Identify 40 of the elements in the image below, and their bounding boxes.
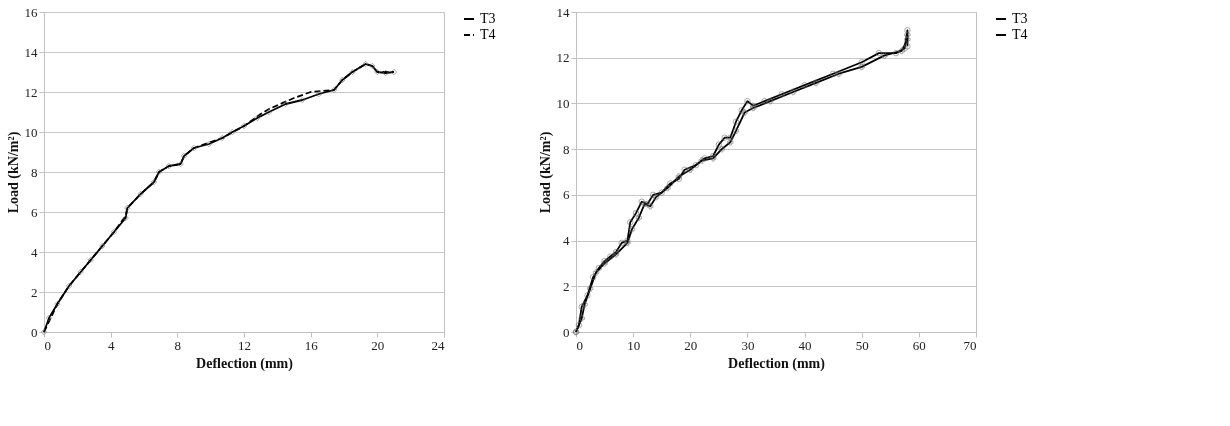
y-tick-label: 0 (563, 324, 570, 340)
x-tick-label: 16 (304, 337, 319, 353)
y-tick-label: 2 (31, 284, 38, 300)
x-tick-label: 0 (576, 337, 583, 353)
x-tick-label: 12 (238, 337, 251, 353)
legend-label: T4 (1012, 27, 1028, 42)
legend-label: T4 (480, 27, 496, 42)
x-tick-label: 50 (855, 337, 869, 353)
x-tick-label: 20 (684, 337, 698, 353)
y-tick-label: 12 (24, 84, 38, 100)
y-tick-label: 14 (556, 4, 570, 20)
y-tick-label: 8 (31, 164, 38, 180)
x-tick-label: 24 (431, 337, 445, 353)
x-tick-label: 40 (798, 337, 812, 353)
y-tick-label: 6 (563, 187, 570, 203)
y-axis-title: Load (kN/m²) (5, 131, 22, 214)
y-tick-label: 16 (24, 4, 38, 20)
legend-label: T3 (1012, 11, 1028, 26)
y-tick-label: 2 (563, 278, 570, 294)
y-tick-label: 12 (556, 50, 570, 66)
x-tick-label: 4 (107, 337, 115, 353)
x-axis-title: Deflection (mm) (196, 355, 294, 372)
x-tick-label: 10 (627, 337, 641, 353)
y-tick-label: 4 (563, 233, 570, 249)
x-tick-label: 30 (741, 337, 755, 353)
x-axis-title: Deflection (mm) (728, 355, 826, 372)
x-tick-label: 70 (963, 337, 977, 353)
x-tick-label: 8 (174, 337, 182, 353)
y-tick-label: 8 (563, 141, 570, 157)
y-axis-title: Load (kN/m²) (537, 131, 554, 214)
y-tick-label: 10 (556, 95, 570, 111)
y-tick-label: 0 (31, 324, 38, 340)
x-tick-label: 60 (912, 337, 926, 353)
y-tick-label: 14 (24, 44, 38, 60)
y-tick-label: 4 (31, 244, 38, 260)
x-tick-label: 0 (44, 337, 51, 353)
y-tick-label: 10 (24, 124, 38, 140)
x-tick-label: 20 (371, 337, 385, 353)
legend-label: T3 (480, 11, 496, 26)
y-tick-label: 6 (31, 204, 38, 220)
